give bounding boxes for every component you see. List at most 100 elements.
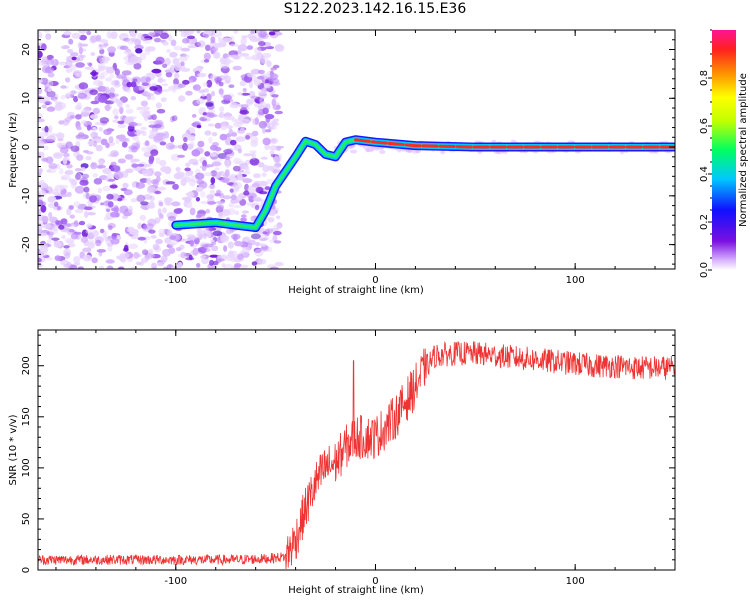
noise-blob xyxy=(48,80,59,87)
noise-blob xyxy=(40,77,49,85)
noise-blob xyxy=(97,187,102,194)
x-tick-label: 100 xyxy=(566,275,585,286)
noise-blob xyxy=(131,142,140,150)
y-tick-label: 0 xyxy=(21,567,32,573)
noise-blob xyxy=(251,152,256,160)
noise-blob xyxy=(196,97,205,105)
noise-blob xyxy=(133,251,140,259)
noise-blob xyxy=(273,156,282,164)
noise-blob xyxy=(132,135,139,141)
noise-blob xyxy=(105,142,110,149)
noise-blob xyxy=(79,34,87,41)
noise-blob xyxy=(56,102,67,110)
noise-blob xyxy=(123,189,133,196)
noise-blob xyxy=(218,37,223,43)
noise-blob xyxy=(117,266,125,269)
noise-blob xyxy=(200,200,208,205)
noise-blob xyxy=(90,35,99,43)
noise-blob xyxy=(81,173,90,179)
noise-blob xyxy=(129,31,137,38)
noise-blob xyxy=(201,165,207,172)
noise-blob xyxy=(197,247,207,253)
noise-blob xyxy=(168,247,176,254)
noise-blob xyxy=(250,37,260,43)
noise-blob xyxy=(228,202,235,208)
noise-blob xyxy=(262,231,268,235)
noise-blob xyxy=(229,43,239,47)
noise-blob xyxy=(204,243,214,248)
noise-blob xyxy=(70,145,80,152)
noise-blob xyxy=(112,108,119,116)
noise-blob xyxy=(78,43,89,47)
noise-blob xyxy=(127,116,137,120)
noise-blob xyxy=(241,92,250,96)
halo-blob xyxy=(440,150,446,155)
noise-blob xyxy=(155,102,162,109)
noise-blob xyxy=(211,90,215,97)
noise-blob xyxy=(51,237,60,241)
noise-blob xyxy=(261,172,267,177)
noise-blob xyxy=(113,171,124,180)
noise-blob xyxy=(196,30,201,34)
noise-blob xyxy=(213,46,219,52)
noise-blob xyxy=(98,44,103,48)
noise-blob xyxy=(179,30,189,33)
noise-blob xyxy=(128,205,133,214)
noise-blob xyxy=(40,43,47,51)
noise-blob xyxy=(168,242,176,247)
noise-blobs xyxy=(38,30,675,269)
noise-blob xyxy=(272,30,280,33)
noise-blob xyxy=(177,83,186,88)
noise-blob xyxy=(97,164,107,169)
noise-blob xyxy=(73,256,81,263)
noise-blob xyxy=(131,163,139,168)
noise-blob xyxy=(232,165,241,172)
noise-blob xyxy=(46,239,52,244)
noise-blob xyxy=(38,45,41,50)
noise-blob xyxy=(77,266,85,269)
noise-blob xyxy=(225,75,231,84)
noise-blob xyxy=(169,51,178,58)
noise-blob xyxy=(63,264,72,269)
plot-frame xyxy=(37,29,676,270)
noise-blob xyxy=(114,115,119,120)
noise-blob xyxy=(210,36,216,44)
noise-blob xyxy=(104,104,111,112)
noise-blob xyxy=(264,129,272,133)
noise-blob xyxy=(164,57,171,66)
noise-blob xyxy=(38,112,43,120)
noise-blob xyxy=(63,152,70,158)
noise-blob xyxy=(147,145,153,150)
noise-blob xyxy=(222,195,232,200)
noise-blob xyxy=(258,120,267,129)
noise-blob xyxy=(256,75,265,80)
noise-blob xyxy=(150,149,159,157)
y-tick-label: -20 xyxy=(21,236,32,252)
noise-blob xyxy=(92,127,97,131)
noise-blob xyxy=(208,184,216,189)
ridge-mid xyxy=(172,136,675,231)
noise-blob xyxy=(55,219,60,226)
noise-blob xyxy=(159,141,167,146)
noise-blob xyxy=(98,127,103,132)
noise-blob xyxy=(132,78,138,82)
noise-blob xyxy=(214,77,223,82)
noise-blob xyxy=(150,179,159,185)
noise-blob xyxy=(206,193,212,200)
noise-blob xyxy=(165,181,176,185)
noise-blob xyxy=(56,132,65,140)
noise-blob xyxy=(182,142,188,151)
noise-blob xyxy=(214,167,220,171)
noise-blob xyxy=(159,259,166,264)
noise-blob xyxy=(151,68,162,74)
noise-blob xyxy=(222,57,231,66)
noise-blob xyxy=(226,182,234,186)
noise-blob xyxy=(239,53,250,57)
noise-blob xyxy=(75,114,82,120)
noise-blob xyxy=(78,220,86,226)
noise-blob xyxy=(199,255,207,259)
noise-blob xyxy=(165,142,175,150)
noise-blob xyxy=(56,205,61,211)
noise-blob xyxy=(207,123,215,127)
